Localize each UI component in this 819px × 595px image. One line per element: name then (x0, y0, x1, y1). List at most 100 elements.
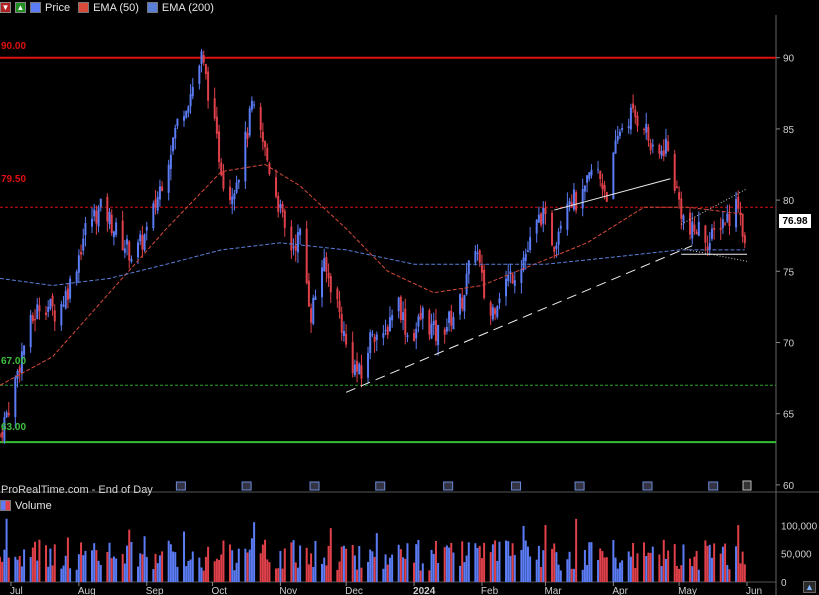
volume-bar (544, 525, 547, 582)
volume-bar (741, 551, 744, 582)
time-axis-label: Feb (481, 586, 499, 595)
volume-bar (713, 543, 716, 582)
volume-bar (283, 548, 286, 582)
candle-body (557, 231, 560, 245)
candle-body (128, 241, 131, 261)
volume-bar (367, 561, 370, 582)
candle-body (340, 313, 343, 333)
volume-bar (599, 548, 602, 582)
volume-bar (445, 545, 448, 582)
volume-bar (509, 555, 512, 582)
candle-body (662, 150, 665, 157)
candle-body (658, 144, 661, 154)
volume-bar (384, 554, 387, 582)
volume-bar (581, 569, 584, 582)
candle-body (601, 183, 604, 189)
candle-body (448, 311, 451, 324)
up-arrow-icon[interactable]: ▲ (15, 2, 26, 13)
candle-body (489, 302, 492, 316)
volume-bar (84, 550, 87, 582)
candle-body (537, 214, 540, 223)
volume-bar (16, 559, 19, 582)
volume-bar (14, 556, 17, 582)
candle-body (551, 212, 554, 246)
candle-body (229, 186, 232, 201)
candle-body (5, 412, 8, 418)
volume-bar (382, 568, 385, 582)
volume-bar (218, 559, 221, 582)
volume-bar (183, 531, 186, 582)
volume-bar (323, 557, 326, 582)
candle-body (95, 210, 98, 224)
candle-body (204, 64, 207, 74)
volume-bar (432, 553, 435, 582)
candle-body (126, 239, 129, 245)
candle-body (137, 242, 140, 258)
volume-bar (522, 525, 525, 582)
volume-bar (597, 559, 600, 582)
volume-bar (551, 548, 554, 582)
candle-body (115, 222, 118, 235)
volume-tick-label: 50,000 (781, 550, 812, 561)
ema200-line (0, 242, 745, 287)
time-axis-label: Aug (78, 586, 96, 595)
volume-bar (158, 555, 161, 582)
volume-bar (496, 560, 499, 582)
volume-bar (279, 550, 282, 582)
candle-body (77, 255, 80, 273)
volume-bar (603, 557, 606, 582)
candle-body (505, 278, 508, 297)
candle-body (259, 106, 262, 131)
legend-ema200[interactable]: EMA (200) (146, 2, 214, 14)
candle-body (649, 142, 652, 151)
volume-bar (307, 564, 310, 582)
candle-body (386, 326, 389, 335)
candle-body (513, 280, 516, 286)
scroll-up-icon[interactable]: ▲ (803, 581, 816, 593)
legend-price-label: Price (45, 1, 71, 14)
candle-body (741, 214, 744, 237)
volume-bar (1, 561, 4, 582)
candle-body (388, 317, 391, 332)
candle-body (292, 246, 295, 248)
volume-bar (605, 557, 608, 582)
candle-body (706, 246, 709, 251)
candle-body (695, 231, 698, 235)
volume-bar (542, 550, 545, 582)
volume-swatch-icon (0, 500, 11, 511)
ema50-swatch-icon (78, 2, 90, 13)
volume-bar (616, 568, 619, 582)
candle-body (62, 304, 65, 306)
volume-bar (115, 558, 118, 582)
volume-bar (321, 563, 324, 582)
legend-ema50[interactable]: EMA (50) (78, 2, 139, 14)
volume-bar (187, 560, 190, 582)
volume-bar (583, 549, 586, 582)
candle-body (529, 237, 532, 251)
volume-bar (660, 566, 663, 582)
volume-bar (614, 557, 617, 582)
candle-body (367, 352, 370, 378)
volume-bar (397, 544, 400, 582)
event-marker-icon (574, 481, 585, 491)
volume-bar (406, 543, 409, 582)
legend-price[interactable]: Price (30, 2, 70, 14)
candle-body (281, 203, 284, 213)
candle-body (47, 306, 50, 312)
volume-bar (710, 557, 713, 582)
candle-body (614, 140, 617, 154)
candle-body (69, 278, 72, 299)
candle-body (1, 432, 4, 438)
event-marker-icon (511, 481, 522, 491)
volume-bar (5, 518, 8, 582)
candle-body (264, 140, 267, 148)
volume-bar (45, 545, 48, 582)
candle-body (231, 196, 234, 205)
volume-bar (185, 566, 188, 582)
volume-bar (645, 556, 648, 582)
down-arrow-icon[interactable]: ▼ (0, 2, 11, 13)
candle-body (369, 332, 372, 354)
volume-bar (237, 548, 240, 582)
